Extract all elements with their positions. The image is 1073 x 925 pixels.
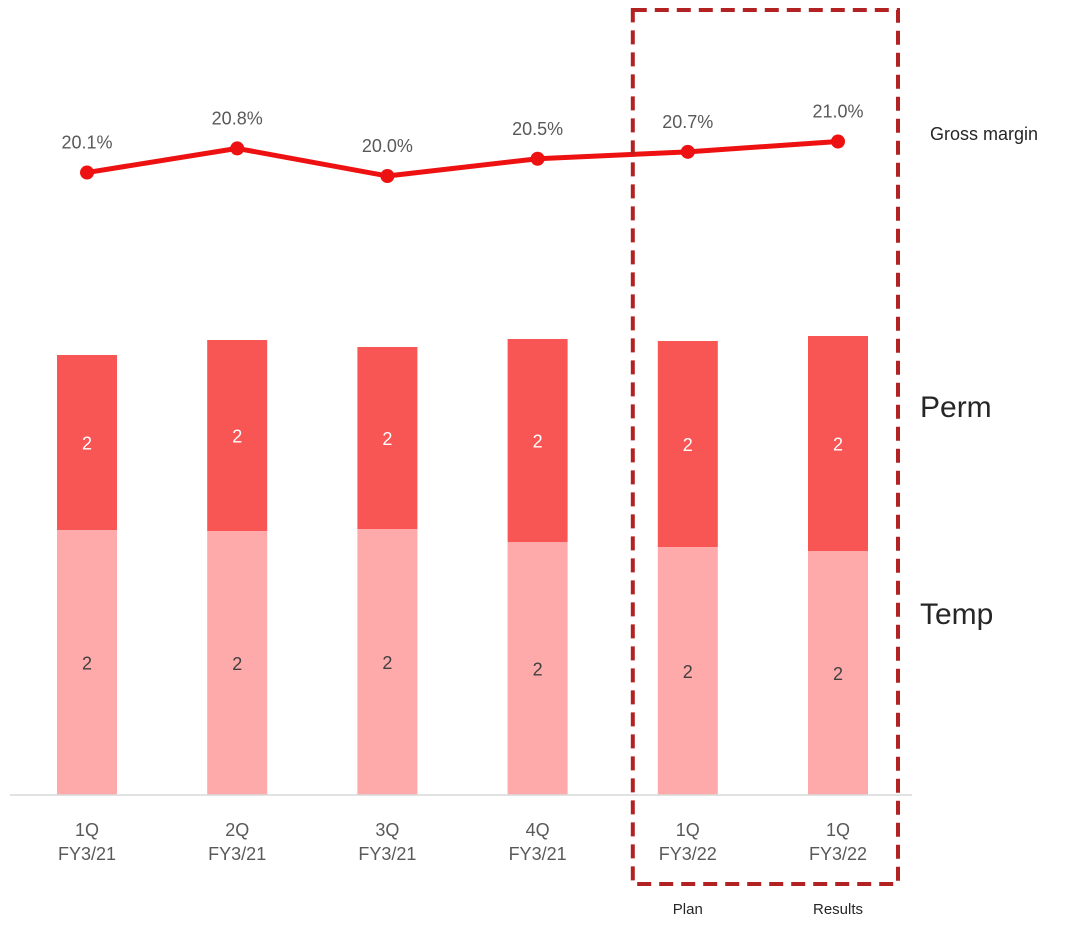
bar-perm-3	[507, 339, 568, 542]
bar-perm-4	[657, 341, 718, 547]
data-label-perm-1: 2	[232, 427, 242, 447]
x-tick-label-0-0: 1Q	[75, 820, 99, 840]
gross-margin-label-0: 20.1%	[61, 133, 112, 153]
x-tick-label-1-0: 2Q	[225, 820, 249, 840]
sub-label-4: Plan	[673, 901, 703, 918]
x-tick-label-4-0: 1Q	[676, 820, 700, 840]
x-tick-label-4-1: FY3/22	[659, 844, 717, 864]
x-tick-label-1-1: FY3/21	[208, 844, 266, 864]
gross-margin-line-group: 20.1% 20.8% 20.0% 20.5% 20.7% 21.0%	[61, 102, 864, 183]
gross-margin-label-3: 20.5%	[512, 119, 563, 139]
gross-margin-label-4: 20.7%	[662, 112, 713, 132]
x-tick-labels: 1Q FY3/21 2Q FY3/21 3Q FY3/21 4Q FY3/21 1Q FY3/22…	[58, 820, 867, 864]
series-name-temp: Temp	[920, 598, 993, 631]
highlight-box	[630, 8, 900, 886]
gross-margin-point-3	[530, 151, 545, 166]
data-label-temp-5: 2	[833, 664, 843, 684]
gross-margin-point-4	[680, 144, 695, 159]
bar-labels-group: 2 2 2 2 2 2 2 2 2 2 2 2	[82, 427, 843, 685]
data-label-temp-0: 2	[82, 654, 92, 674]
x-tick-label-0-1: FY3/21	[58, 844, 116, 864]
bar-temp-5	[808, 551, 868, 795]
x-tick-label-5-1: FY3/22	[809, 844, 867, 864]
series-name-gross-margin: Gross margin	[930, 124, 1038, 144]
gross-margin-label-1: 20.8%	[212, 108, 263, 128]
data-label-perm-3: 2	[533, 432, 543, 452]
data-label-temp-3: 2	[533, 660, 543, 680]
data-label-temp-4: 2	[683, 662, 693, 682]
gross-margin-point-1	[230, 141, 245, 156]
x-tick-label-3-0: 4Q	[526, 820, 550, 840]
bar-perm-0	[57, 355, 117, 530]
bar-perm-1	[207, 340, 268, 531]
bar-temp-3	[507, 542, 568, 795]
series-name-perm: Perm	[920, 391, 992, 424]
x-tick-label-5-0: 1Q	[826, 820, 850, 840]
sub-labels: Plan Results	[673, 901, 863, 918]
data-label-temp-1: 2	[232, 654, 242, 674]
data-label-perm-2: 2	[382, 429, 392, 449]
series-names: Gross margin Perm Temp	[920, 124, 1038, 631]
bars-group	[57, 336, 868, 795]
bar-perm-5	[808, 336, 868, 551]
sub-label-5: Results	[813, 901, 863, 918]
gross-margin-label-2: 20.0%	[362, 136, 413, 156]
bar-temp-2	[357, 529, 418, 795]
data-label-perm-4: 2	[683, 435, 693, 455]
x-tick-label-3-1: FY3/21	[509, 844, 567, 864]
bar-perm-2	[357, 347, 418, 529]
bar-temp-4	[657, 547, 718, 795]
gross-margin-line	[86, 139, 839, 179]
bar-temp-1	[207, 531, 268, 795]
x-tick-label-2-1: FY3/21	[358, 844, 416, 864]
gross-margin-point-0	[80, 165, 94, 180]
gross-margin-point-2	[380, 169, 395, 183]
x-tick-label-2-0: 3Q	[375, 820, 399, 840]
gross-margin-point-5	[831, 134, 845, 149]
gross-margin-label-5: 21.0%	[812, 102, 863, 122]
bar-temp-0	[57, 530, 117, 795]
data-label-temp-2: 2	[382, 653, 392, 673]
data-label-perm-0: 2	[82, 434, 92, 454]
data-label-perm-5: 2	[833, 435, 843, 455]
